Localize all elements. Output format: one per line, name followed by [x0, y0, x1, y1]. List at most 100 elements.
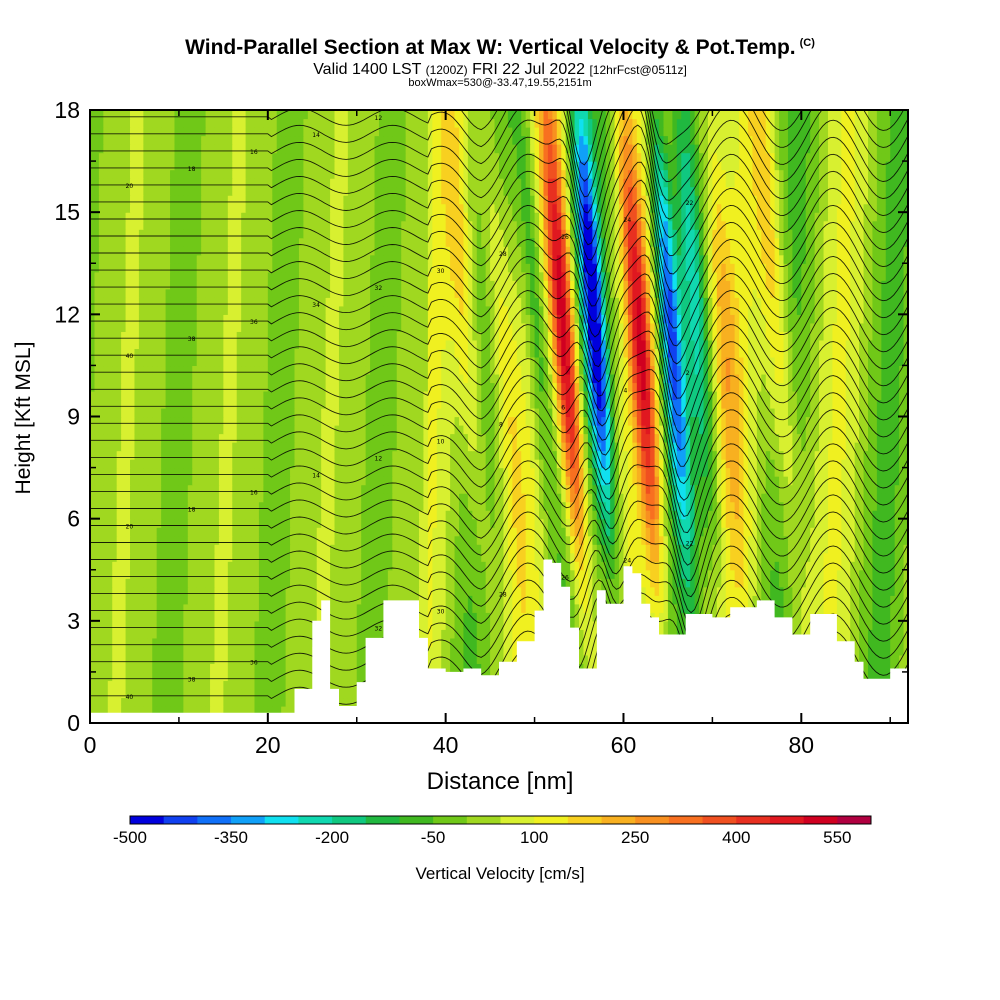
- velocity-cell: [423, 586, 429, 596]
- velocity-cell: [272, 637, 278, 647]
- velocity-cell: [623, 527, 629, 537]
- velocity-cell: [263, 578, 269, 588]
- velocity-cell: [530, 595, 536, 605]
- velocity-cell: [258, 688, 264, 699]
- velocity-cell: [792, 620, 798, 630]
- velocity-cell: [819, 518, 825, 528]
- velocity-cell: [845, 629, 851, 639]
- velocity-cell: [361, 620, 367, 630]
- velocity-cell: [161, 595, 167, 605]
- velocity-cell: [672, 595, 678, 605]
- velocity-cell: [685, 569, 691, 579]
- velocity-cell: [774, 535, 780, 545]
- velocity-cell: [183, 663, 189, 673]
- velocity-cell: [143, 654, 149, 664]
- velocity-cell: [192, 518, 198, 528]
- velocity-cell: [272, 603, 278, 613]
- velocity-cell: [467, 493, 473, 503]
- velocity-cell: [881, 493, 887, 503]
- velocity-cell: [610, 578, 616, 588]
- velocity-cell: [134, 654, 140, 664]
- velocity-cell: [174, 612, 180, 622]
- velocity-cell: [125, 654, 131, 664]
- velocity-cell: [334, 612, 340, 622]
- velocity-cell: [872, 603, 878, 613]
- velocity-cell: [703, 518, 709, 528]
- velocity-cell: [330, 527, 336, 537]
- velocity-cell: [178, 535, 184, 545]
- velocity-cell: [641, 578, 647, 588]
- velocity-cell: [254, 688, 260, 699]
- velocity-cell: [103, 688, 109, 699]
- velocity-cell: [681, 493, 687, 503]
- velocity-cell: [165, 518, 171, 528]
- velocity-cell: [276, 527, 282, 537]
- velocity-cell: [383, 586, 389, 596]
- velocity-cell: [103, 544, 109, 554]
- velocity-cell: [192, 612, 198, 622]
- velocity-cell: [703, 544, 709, 554]
- velocity-cell: [810, 552, 816, 562]
- velocity-cell: [330, 603, 336, 613]
- velocity-cell: [645, 586, 651, 596]
- velocity-cell: [441, 578, 447, 588]
- velocity-cell: [561, 569, 567, 579]
- velocity-cell: [485, 620, 491, 630]
- velocity-cell: [707, 501, 713, 511]
- velocity-cell: [294, 561, 300, 571]
- velocity-cell: [272, 493, 278, 503]
- velocity-cell: [245, 569, 251, 579]
- velocity-cell: [201, 671, 207, 682]
- velocity-cell: [734, 578, 740, 588]
- velocity-cell: [121, 569, 127, 579]
- velocity-cell: [583, 518, 589, 528]
- velocity-cell: [592, 535, 598, 545]
- velocity-cell: [890, 518, 896, 528]
- velocity-cell: [890, 629, 896, 639]
- velocity-cell: [218, 578, 224, 588]
- velocity-cell: [490, 654, 496, 664]
- velocity-cell: [463, 561, 469, 571]
- velocity-cell: [783, 586, 789, 596]
- velocity-cell: [330, 637, 336, 647]
- velocity-cell: [672, 578, 678, 588]
- velocity-cell: [250, 569, 256, 579]
- velocity-cell: [192, 680, 198, 690]
- velocity-cell: [205, 527, 211, 537]
- velocity-cell: [107, 671, 113, 682]
- velocity-cell: [196, 688, 202, 699]
- velocity-cell: [494, 561, 500, 571]
- velocity-cell: [312, 595, 318, 605]
- velocity-cell: [525, 586, 531, 596]
- velocity-cell: [192, 510, 198, 520]
- velocity-cell: [361, 561, 367, 571]
- velocity-cell: [343, 646, 349, 656]
- velocity-cell: [414, 493, 420, 503]
- velocity-cell: [552, 518, 558, 528]
- velocity-cell: [779, 510, 785, 520]
- velocity-cell: [103, 680, 109, 690]
- velocity-cell: [739, 527, 745, 537]
- velocity-cell: [365, 527, 371, 537]
- velocity-cell: [165, 620, 171, 630]
- velocity-cell: [378, 501, 385, 511]
- velocity-cell: [579, 527, 585, 537]
- velocity-cell: [258, 569, 264, 579]
- velocity-cell: [472, 586, 478, 596]
- velocity-cell: [423, 595, 429, 605]
- velocity-cell: [739, 501, 745, 511]
- velocity-cell: [547, 493, 553, 503]
- velocity-cell: [205, 620, 211, 630]
- velocity-cell: [170, 654, 176, 664]
- velocity-cell: [516, 561, 522, 571]
- velocity-cell: [214, 688, 220, 699]
- velocity-cell: [450, 578, 456, 588]
- velocity-cell: [334, 671, 340, 682]
- velocity-cell: [667, 552, 673, 562]
- velocity-cell: [112, 586, 118, 596]
- velocity-cell: [467, 654, 473, 664]
- velocity-cell: [258, 586, 264, 596]
- velocity-cell: [512, 493, 518, 503]
- velocity-cell: [258, 544, 264, 554]
- velocity-cell: [570, 586, 576, 596]
